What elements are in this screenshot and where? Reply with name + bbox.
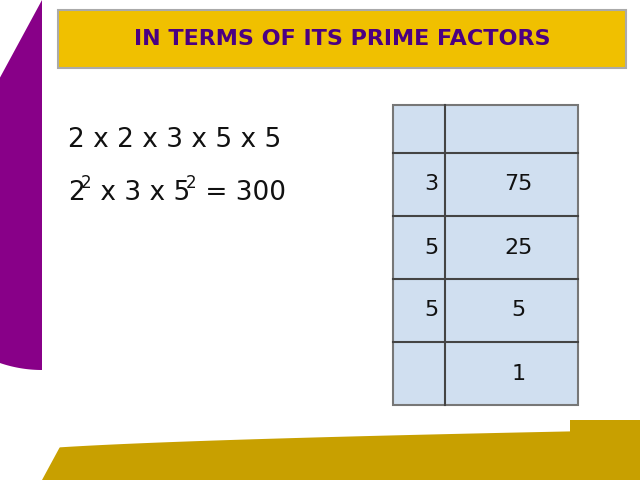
Text: 2: 2 (81, 174, 92, 192)
Text: 5: 5 (424, 238, 438, 257)
Text: 25: 25 (504, 238, 532, 257)
Text: 5: 5 (511, 300, 525, 321)
Text: 2: 2 (186, 174, 196, 192)
Text: 2: 2 (68, 180, 84, 206)
Text: 75: 75 (504, 175, 532, 194)
Text: x 3 x 5: x 3 x 5 (92, 180, 190, 206)
Bar (570, 420, 640, 450)
Text: IN TERMS OF ITS PRIME FACTORS: IN TERMS OF ITS PRIME FACTORS (134, 29, 550, 49)
Polygon shape (0, 430, 640, 480)
Bar (58, 10, 626, 68)
Polygon shape (0, 0, 172, 480)
Text: 2 x 2 x 3 x 5 x 5: 2 x 2 x 3 x 5 x 5 (68, 127, 281, 153)
Text: 3: 3 (424, 175, 438, 194)
Text: = 300: = 300 (197, 180, 286, 206)
Text: 1: 1 (511, 363, 525, 384)
Text: 5: 5 (424, 300, 438, 321)
Bar (0, 0, 42, 480)
Bar (393, 105, 578, 405)
